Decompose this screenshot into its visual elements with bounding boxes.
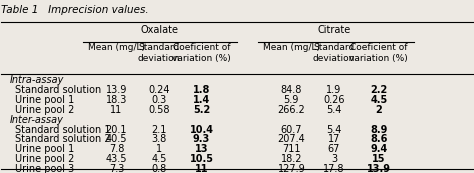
- Text: 7.3: 7.3: [109, 164, 124, 173]
- Text: 18.3: 18.3: [106, 95, 127, 105]
- Text: 266.2: 266.2: [277, 105, 305, 115]
- Text: 127.9: 127.9: [277, 164, 305, 173]
- Text: 5.9: 5.9: [283, 95, 299, 105]
- Text: 2.1: 2.1: [151, 125, 167, 135]
- Text: Standard solution: Standard solution: [15, 85, 101, 95]
- Text: Urine pool 3: Urine pool 3: [15, 164, 74, 173]
- Text: 10.4: 10.4: [190, 125, 214, 135]
- Text: 4.5: 4.5: [151, 154, 167, 164]
- Text: 13.9: 13.9: [367, 164, 391, 173]
- Text: 2.2: 2.2: [370, 85, 387, 95]
- Text: Table 1   Imprecision values.: Table 1 Imprecision values.: [0, 5, 148, 15]
- Text: 40.5: 40.5: [106, 134, 127, 144]
- Text: 0.8: 0.8: [151, 164, 167, 173]
- Text: Standard solution 2: Standard solution 2: [15, 134, 110, 144]
- Text: Standard
deviation: Standard deviation: [138, 43, 180, 63]
- Text: Urine pool 2: Urine pool 2: [15, 105, 74, 115]
- Text: 8.9: 8.9: [370, 125, 387, 135]
- Text: 9.4: 9.4: [370, 144, 387, 154]
- Text: 13.9: 13.9: [106, 85, 127, 95]
- Text: 5.2: 5.2: [193, 105, 210, 115]
- Text: 9.3: 9.3: [193, 134, 210, 144]
- Text: 0.58: 0.58: [148, 105, 170, 115]
- Text: 207.4: 207.4: [277, 134, 305, 144]
- Text: 0.26: 0.26: [323, 95, 345, 105]
- Text: 18.2: 18.2: [281, 154, 302, 164]
- Text: 0.3: 0.3: [151, 95, 167, 105]
- Text: 15: 15: [372, 154, 385, 164]
- Text: Intra-assay: Intra-assay: [10, 75, 64, 85]
- Text: 17.8: 17.8: [323, 164, 345, 173]
- Text: Coeficient of
variation (%): Coeficient of variation (%): [172, 43, 231, 63]
- Text: 1.8: 1.8: [193, 85, 210, 95]
- Text: Coeficient of
variation (%): Coeficient of variation (%): [349, 43, 408, 63]
- Text: Oxalate: Oxalate: [140, 25, 178, 35]
- Text: 3.8: 3.8: [151, 134, 167, 144]
- Text: 17: 17: [328, 134, 340, 144]
- Text: 5.4: 5.4: [326, 105, 342, 115]
- Text: 3: 3: [331, 154, 337, 164]
- Text: Urine pool 1: Urine pool 1: [15, 95, 74, 105]
- Text: 11: 11: [110, 105, 123, 115]
- Text: 1.9: 1.9: [326, 85, 341, 95]
- Text: 1.4: 1.4: [193, 95, 210, 105]
- Text: 5.4: 5.4: [326, 125, 342, 135]
- Text: 0.24: 0.24: [148, 85, 170, 95]
- Text: 84.8: 84.8: [281, 85, 302, 95]
- Text: 67: 67: [328, 144, 340, 154]
- Text: 13: 13: [195, 144, 208, 154]
- Text: 20.1: 20.1: [106, 125, 127, 135]
- Text: 711: 711: [282, 144, 301, 154]
- Text: 11: 11: [195, 164, 208, 173]
- Text: Inter-assay: Inter-assay: [10, 115, 64, 125]
- Text: Citrate: Citrate: [317, 25, 350, 35]
- Text: Mean (mg/L): Mean (mg/L): [88, 43, 145, 52]
- Text: Standard
deviation: Standard deviation: [313, 43, 355, 63]
- Text: Standard solution 1: Standard solution 1: [15, 125, 110, 135]
- Text: 8.6: 8.6: [370, 134, 387, 144]
- Text: Urine pool 2: Urine pool 2: [15, 154, 74, 164]
- Text: 43.5: 43.5: [106, 154, 127, 164]
- Text: 60.7: 60.7: [281, 125, 302, 135]
- Text: Urine pool 1: Urine pool 1: [15, 144, 74, 154]
- Text: 2: 2: [375, 105, 382, 115]
- Text: 4.5: 4.5: [370, 95, 387, 105]
- Text: 10.5: 10.5: [190, 154, 214, 164]
- Text: 7.8: 7.8: [109, 144, 124, 154]
- Text: Mean (mg/L): Mean (mg/L): [263, 43, 320, 52]
- Text: 1: 1: [156, 144, 162, 154]
